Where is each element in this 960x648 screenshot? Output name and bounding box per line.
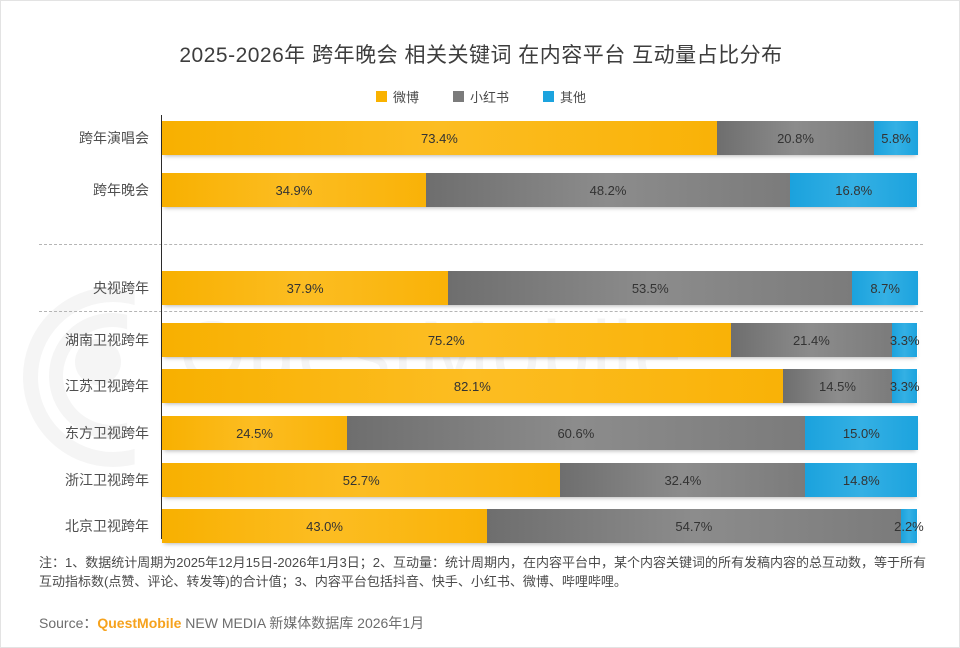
bar-value-label: 14.5% [819, 378, 856, 394]
bar-row: 浙江卫视跨年 52.7% 32.4% 14.8% [1, 463, 959, 497]
chart-plot-area: 跨年演唱会 73.4% 20.8% 5.8% 跨年晚会 34.9% 48.2% 16.8% 央视… [1, 111, 959, 543]
bar-value-label: 73.4% [421, 130, 458, 146]
chart-source: Source：QuestMobile NEW MEDIA 新媒体数据库 2026… [39, 613, 424, 633]
bar-segment-微博[interactable]: 34.9% [162, 173, 426, 207]
bar-segment-其他[interactable]: 15.0% [804, 416, 918, 450]
bar-value-label: 14.8% [842, 472, 880, 488]
stacked-bar[interactable]: 73.4% 20.8% 5.8% [162, 121, 918, 155]
group-separator-1 [39, 244, 923, 245]
legend-item-其他[interactable]: 其他 [543, 87, 586, 106]
bar-value-label: 82.1% [453, 378, 491, 394]
bar-value-label: 37.9% [286, 280, 324, 296]
category-label: 江苏卫视跨年 [65, 378, 149, 394]
category-label: 跨年晚会 [93, 182, 149, 198]
chart-notes: 注：1、数据统计周期为2025年12月15日-2026年1月3日；2、互动量：统… [39, 555, 927, 589]
bar-row: 跨年演唱会 73.4% 20.8% 5.8% [1, 121, 959, 155]
bar-segment-其他[interactable]: 8.7% [852, 271, 918, 305]
chart-legend: 微博 小红书 其他 [1, 87, 959, 106]
bar-segment-其他[interactable]: 16.8% [790, 173, 918, 207]
bar-segment-其他[interactable]: 3.3% [889, 369, 920, 403]
legend-swatch-icon [543, 91, 554, 102]
stacked-bar[interactable]: 75.2% 21.4% 3.3% [162, 323, 920, 357]
bar-value-label: 5.8% [881, 130, 911, 146]
bar-segment-小红书[interactable]: 20.8% [716, 121, 875, 155]
bar-segment-微博[interactable]: 75.2% [162, 323, 731, 357]
bar-row: 跨年晚会 34.9% 48.2% 16.8% [1, 173, 959, 207]
legend-swatch-icon [452, 91, 464, 102]
bar-segment-其他[interactable]: 14.8% [805, 463, 918, 497]
bar-segment-小红书[interactable]: 48.2% [425, 173, 791, 207]
stacked-bar[interactable]: 82.1% 14.5% 3.3% [162, 369, 920, 403]
legend-item-微博[interactable]: 微博 [375, 87, 419, 106]
stacked-bar[interactable]: 34.9% 48.2% 16.8% [162, 173, 918, 207]
bar-segment-微博[interactable]: 73.4% [162, 121, 717, 155]
bar-value-label: 32.4% [664, 472, 702, 488]
bar-row: 湖南卫视跨年 75.2% 21.4% 3.3% [1, 323, 959, 357]
bar-segment-小红书[interactable]: 54.7% [487, 509, 901, 543]
bar-row: 北京卫视跨年 43.0% 54.7% 2.2% [1, 509, 959, 543]
bar-segment-小红书[interactable]: 14.5% [782, 369, 893, 403]
bar-value-label: 53.5% [631, 280, 669, 296]
bar-value-label: 60.6% [557, 425, 595, 441]
bar-value-label: 8.7% [870, 280, 900, 296]
stacked-bar[interactable]: 52.7% 32.4% 14.8% [162, 463, 918, 497]
bar-row: 东方卫视跨年 24.5% 60.6% 15.0% [1, 416, 959, 450]
bar-row: 央视跨年 37.9% 53.5% 8.7% [1, 271, 959, 305]
bar-segment-微博[interactable]: 37.9% [162, 271, 449, 305]
bar-segment-微博[interactable]: 43.0% [162, 509, 488, 543]
stacked-bar[interactable]: 37.9% 53.5% 8.7% [162, 271, 918, 305]
source-suffix: NEW MEDIA 新媒体数据库 2026年1月 [181, 615, 425, 631]
bar-value-label: 20.8% [777, 130, 814, 146]
legend-label: 微博 [392, 90, 419, 105]
bar-value-label: 21.4% [792, 332, 830, 348]
category-label: 北京卫视跨年 [65, 518, 149, 534]
bar-value-label: 48.2% [589, 182, 627, 198]
category-label: 浙江卫视跨年 [65, 472, 149, 488]
source-brand: QuestMobile [97, 615, 182, 631]
legend-item-小红书[interactable]: 小红书 [452, 87, 509, 106]
bar-value-label: 52.7% [342, 472, 380, 488]
bar-value-label: 2.2% [894, 518, 924, 534]
bar-value-label: 34.9% [275, 182, 313, 198]
bar-value-label: 3.3% [889, 332, 920, 348]
bar-segment-其他[interactable]: 2.2% [894, 509, 924, 543]
y-axis-line [161, 115, 162, 539]
bar-value-label: 16.8% [835, 182, 873, 198]
bar-segment-其他[interactable]: 3.3% [889, 323, 920, 357]
bar-row: 江苏卫视跨年 82.1% 14.5% 3.3% [1, 369, 959, 403]
category-label: 跨年演唱会 [79, 130, 149, 146]
legend-label: 其他 [560, 90, 587, 105]
bar-value-label: 75.2% [427, 332, 465, 348]
bar-segment-小红书[interactable]: 32.4% [560, 463, 806, 497]
bar-value-label: 3.3% [889, 378, 920, 394]
bar-segment-其他[interactable]: 5.8% [874, 121, 918, 155]
category-label: 央视跨年 [93, 280, 149, 296]
bar-value-label: 43.0% [306, 518, 343, 534]
bar-value-label: 24.5% [236, 425, 273, 441]
bar-segment-小红书[interactable]: 53.5% [448, 271, 853, 305]
group-separator-2 [39, 311, 923, 312]
category-label: 湖南卫视跨年 [65, 332, 149, 348]
chart-title: 2025-2026年 跨年晚会 相关关键词 在内容平台 互动量占比分布 [179, 44, 783, 67]
bar-segment-小红书[interactable]: 60.6% [347, 416, 805, 450]
bar-value-label: 54.7% [675, 518, 713, 534]
legend-label: 小红书 [469, 90, 509, 105]
bar-segment-微博[interactable]: 24.5% [162, 416, 348, 450]
bar-segment-小红书[interactable]: 21.4% [730, 323, 893, 357]
stacked-bar[interactable]: 43.0% 54.7% 2.2% [162, 509, 924, 543]
stacked-bar[interactable]: 24.5% 60.6% 15.0% [162, 416, 918, 450]
bar-segment-微博[interactable]: 52.7% [162, 463, 561, 497]
legend-swatch-icon [375, 91, 387, 102]
bar-segment-微博[interactable]: 82.1% [162, 369, 783, 403]
category-label: 东方卫视跨年 [65, 425, 149, 441]
source-prefix: Source： [39, 615, 98, 631]
bar-value-label: 15.0% [842, 425, 880, 441]
